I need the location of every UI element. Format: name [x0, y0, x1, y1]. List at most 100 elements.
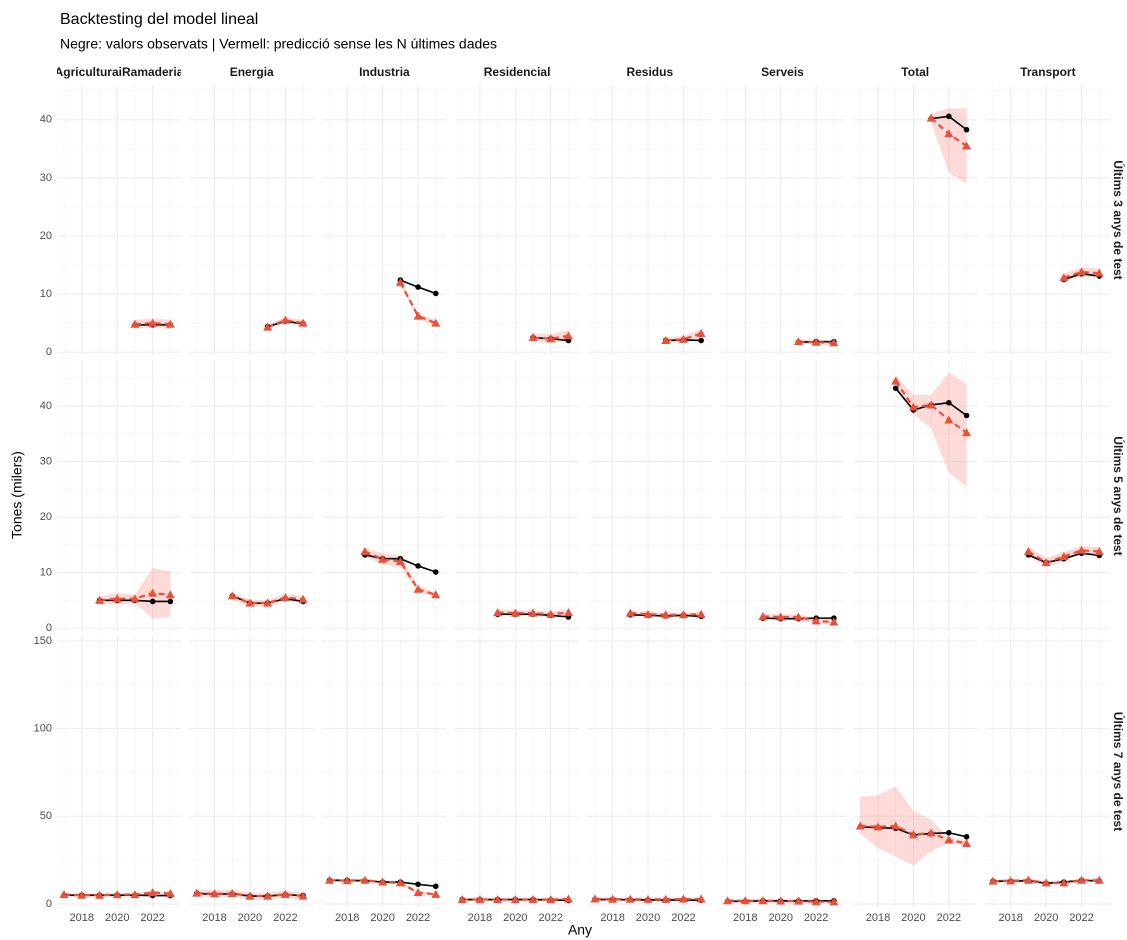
predicted-point — [988, 876, 998, 885]
panel — [189, 360, 314, 632]
x-tick-label: 2020 — [636, 912, 660, 924]
predicted-point — [431, 590, 441, 599]
y-tick-label: 150 — [34, 635, 52, 647]
predicted-point — [165, 590, 175, 599]
predicted-point — [926, 113, 936, 122]
x-tick-label: 2022 — [273, 912, 297, 924]
y-tick-label: 0 — [46, 346, 52, 358]
predicted-point — [962, 838, 972, 847]
predicted-point — [165, 888, 175, 897]
x-tick-label: 2022 — [671, 912, 695, 924]
x-tick-label: 2020 — [503, 912, 527, 924]
x-tick-label: 2022 — [406, 912, 430, 924]
y-tick-label: 30 — [40, 172, 52, 184]
predicted-point — [1094, 547, 1104, 556]
predicted-line — [1063, 270, 1100, 279]
predicted-point — [1059, 273, 1069, 282]
predicted-line — [798, 340, 834, 344]
x-tick-label: 2022 — [539, 912, 563, 924]
panel — [322, 635, 447, 908]
predicted-point — [678, 894, 688, 903]
predicted-point — [378, 554, 388, 563]
predicted-point — [298, 891, 308, 900]
prediction-band — [860, 786, 967, 866]
panel — [720, 360, 845, 632]
x-tick-label: 2018 — [202, 912, 226, 924]
observed-point — [946, 399, 952, 406]
panel — [720, 85, 845, 355]
observed-point — [432, 290, 439, 297]
predicted-point — [324, 875, 334, 884]
observed-point — [432, 883, 439, 890]
predicted-point — [59, 890, 69, 899]
predicted-line — [532, 334, 569, 340]
predicted-point — [227, 591, 237, 600]
predicted-line — [894, 380, 968, 434]
predicted-point — [696, 894, 706, 903]
x-tick-label: 2022 — [1069, 912, 1093, 924]
predicted-point — [563, 608, 573, 617]
x-tick-label: 2022 — [140, 912, 164, 924]
predicted-point — [625, 608, 635, 617]
predicted-point — [431, 889, 441, 898]
predicted-point — [227, 888, 237, 897]
predicted-line — [364, 550, 437, 596]
predicted-point — [510, 608, 520, 617]
predicted-point — [776, 612, 786, 621]
predicted-point — [378, 877, 388, 886]
predicted-point — [1041, 878, 1051, 887]
predicted-point — [740, 896, 750, 905]
panel — [189, 85, 314, 355]
predicted-point — [546, 895, 556, 904]
x-tick-label: 2018 — [866, 912, 890, 924]
strip-label: Total — [901, 65, 929, 79]
x-tick-label: 2020 — [105, 912, 129, 924]
predicted-point — [77, 890, 87, 899]
predicted-point — [643, 894, 653, 903]
predicted-point — [590, 894, 600, 903]
predicted-point — [360, 875, 370, 884]
y-tick-label: 20 — [40, 511, 52, 523]
predicted-point — [855, 821, 865, 830]
x-tick-label: 2020 — [1034, 912, 1058, 924]
y-tick-label: 0 — [46, 898, 52, 910]
observed-point — [149, 598, 156, 605]
x-tick-label: 2020 — [768, 912, 792, 924]
predicted-point — [360, 547, 370, 556]
y-tick-label: 40 — [40, 114, 52, 126]
predicted-point — [263, 598, 273, 607]
panel — [587, 635, 712, 908]
strip-label: Residus — [626, 65, 673, 79]
predicted-point — [678, 334, 688, 343]
predicted-point — [263, 891, 273, 900]
predicted-point — [829, 338, 839, 347]
predicted-point — [148, 318, 158, 327]
y-tick-label: 30 — [40, 455, 52, 467]
predicted-point — [395, 557, 405, 566]
predicted-point — [493, 895, 503, 904]
predicted-point — [661, 610, 671, 619]
y-tick-label: 0 — [46, 622, 52, 634]
y-tick-label: 40 — [40, 400, 52, 412]
predicted-line — [399, 281, 437, 325]
predicted-point — [528, 333, 538, 342]
predicted-point — [413, 311, 423, 320]
prediction-band — [99, 568, 171, 619]
predicted-line — [1027, 549, 1100, 564]
observed-point — [963, 412, 970, 419]
x-tick-label: 2018 — [733, 912, 757, 924]
predicted-point — [891, 821, 901, 830]
observed-point — [946, 829, 952, 836]
predicted-point — [776, 896, 786, 905]
panel — [455, 635, 580, 908]
predicted-point — [891, 376, 901, 385]
predicted-line — [231, 594, 304, 605]
x-tick-label: 2020 — [901, 912, 925, 924]
row-strip-label: Últims 3 anys de test — [1111, 160, 1126, 279]
predicted-point — [298, 318, 308, 327]
y-tick-label: 50 — [40, 810, 52, 822]
observed-point — [698, 337, 704, 344]
predicted-point — [873, 822, 883, 831]
x-tick-label: 2018 — [998, 912, 1022, 924]
